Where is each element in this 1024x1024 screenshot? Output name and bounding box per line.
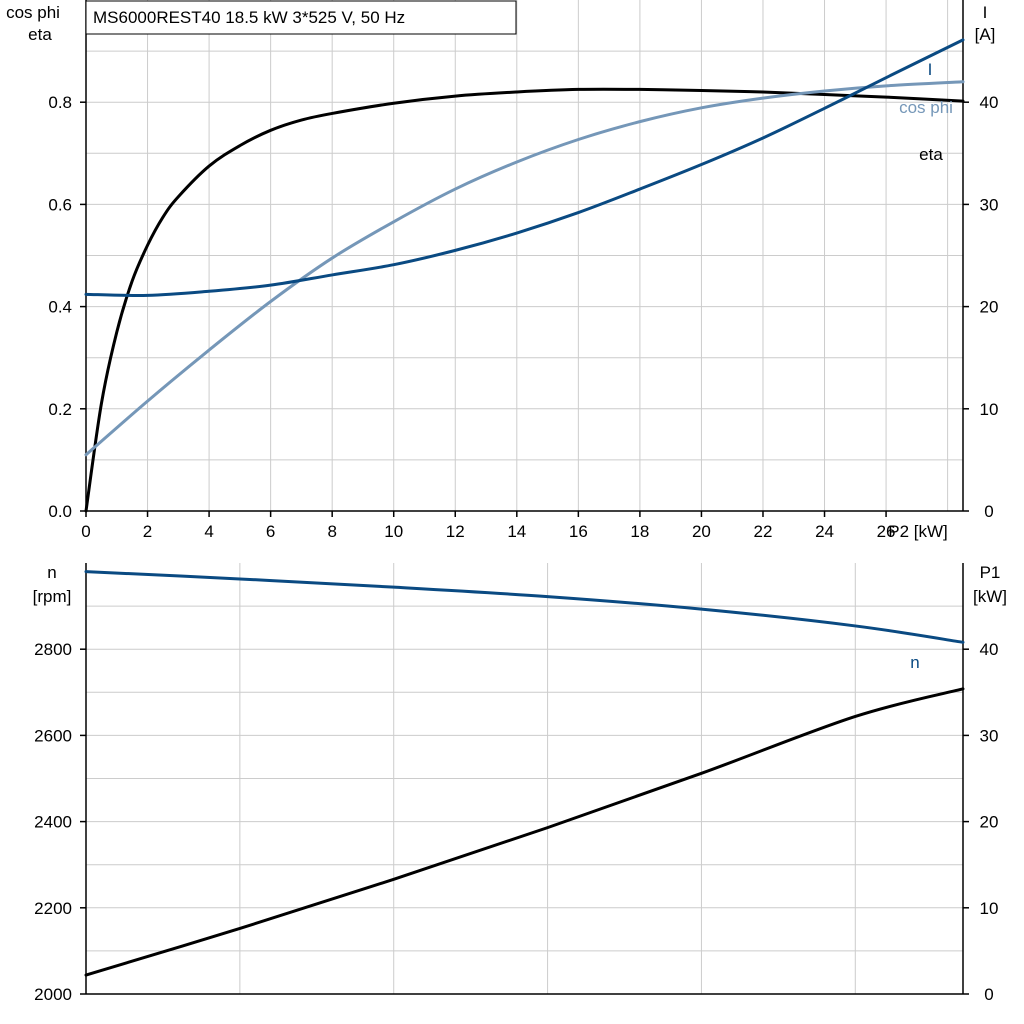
x-tick-label-0-11: 22 <box>754 522 773 541</box>
right-tick-label-0-2: 20 <box>980 298 999 317</box>
chart-title: MS6000REST40 18.5 kW 3*525 V, 50 Hz <box>93 8 405 27</box>
left-tick-label-0-3: 0.6 <box>48 195 72 214</box>
right-tick-label-1-4: 40 <box>980 640 999 659</box>
top-right-axis-label-line2: [A] <box>975 25 996 44</box>
left-tick-label-1-3: 2600 <box>34 726 72 745</box>
bottom-chart-ticks: 2000 2200 2400 2600 2800 0 10 20 30 40 <box>34 640 998 1004</box>
x-tick-label-0-9: 18 <box>630 522 649 541</box>
series-label-cos-phi: cos phi <box>899 98 953 117</box>
bottom-left-axis-label-line2: [rpm] <box>33 587 72 606</box>
left-tick-label-1-4: 2800 <box>34 640 72 659</box>
right-tick-label-0-0: 0 <box>984 502 993 521</box>
x-tick-label-0-13: 26 <box>877 522 896 541</box>
series-labels: I cos phi eta n <box>899 60 953 672</box>
top-chart-grid <box>85 0 964 512</box>
series-line-0-eta <box>84 87 965 513</box>
left-tick-label-0-4: 0.8 <box>48 93 72 112</box>
bottom-chart-grid <box>85 563 964 995</box>
bottom-chart-curves <box>84 570 965 977</box>
top-right-axis-label-line1: I <box>983 3 988 22</box>
x-axis-label: P2 [kW] <box>888 522 948 541</box>
x-tick-label-0-8: 16 <box>569 522 588 541</box>
top-left-axis-label-line1: cos phi <box>6 3 60 22</box>
series-line-1-p1 <box>84 687 965 977</box>
x-tick-label-0-10: 20 <box>692 522 711 541</box>
x-tick-label-0-3: 6 <box>266 522 275 541</box>
right-tick-label-1-2: 20 <box>980 813 999 832</box>
left-tick-label-1-1: 2200 <box>34 899 72 918</box>
left-tick-label-0-1: 0.2 <box>48 400 72 419</box>
series-line-0-i <box>84 38 965 297</box>
left-tick-label-0-0: 0.0 <box>48 502 72 521</box>
chart-title-box: MS6000REST40 18.5 kW 3*525 V, 50 Hz <box>85 0 517 35</box>
x-tick-label-0-2: 4 <box>204 522 213 541</box>
x-tick-label-0-4: 8 <box>327 522 336 541</box>
series-line-0-cos-phi <box>84 80 965 457</box>
series-label-n: n <box>910 653 919 672</box>
x-tick-label-0-5: 10 <box>384 522 403 541</box>
x-tick-label-0-1: 2 <box>143 522 152 541</box>
right-tick-label-0-3: 30 <box>980 195 999 214</box>
top-left-axis-label-line2: eta <box>28 25 52 44</box>
x-tick-label-0-7: 14 <box>507 522 526 541</box>
left-tick-label-0-2: 0.4 <box>48 298 72 317</box>
bottom-right-axis-label-line1: P1 <box>980 563 1001 582</box>
series-line-1-n <box>84 570 965 644</box>
bottom-left-axis-label-line1: n <box>47 563 56 582</box>
right-tick-label-1-3: 30 <box>980 726 999 745</box>
right-tick-label-0-4: 40 <box>980 93 999 112</box>
left-tick-label-1-2: 2400 <box>34 813 72 832</box>
series-label-i: I <box>928 60 933 79</box>
x-tick-label-0-0: 0 <box>81 522 90 541</box>
top-chart-curves <box>84 38 965 513</box>
bottom-right-axis-label-line2: [kW] <box>973 587 1007 606</box>
right-tick-label-1-1: 10 <box>980 899 999 918</box>
series-label-eta: eta <box>919 145 943 164</box>
right-tick-label-1-0: 0 <box>984 985 993 1004</box>
left-tick-label-1-0: 2000 <box>34 985 72 1004</box>
axis-labels: cos phi eta I [A] P2 [kW] n [rpm] P1 [kW… <box>6 3 1007 606</box>
x-tick-label-0-12: 24 <box>815 522 834 541</box>
right-tick-label-0-1: 10 <box>980 400 999 419</box>
x-tick-label-0-6: 12 <box>446 522 465 541</box>
